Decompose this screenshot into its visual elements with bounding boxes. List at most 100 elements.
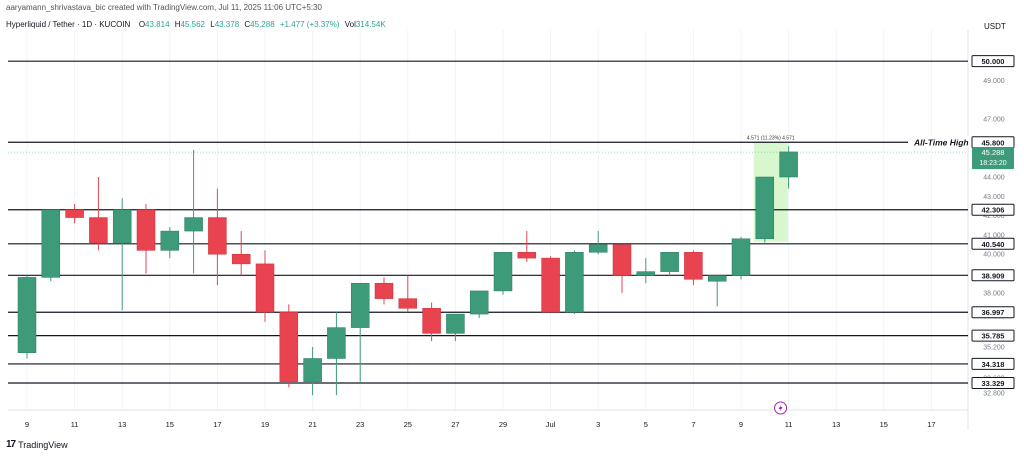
price-tick-label: 44.000: [983, 175, 1005, 182]
level-price-label: 35.785: [982, 332, 1005, 341]
candle[interactable]: [255, 250, 275, 322]
level-price-label: 34.318: [982, 360, 1005, 369]
candle-body: [279, 311, 299, 382]
high-value: 45.562: [180, 20, 205, 29]
time-tick-label: 17: [927, 420, 935, 429]
candle[interactable]: [422, 302, 441, 342]
level-price-tag: [971, 357, 1015, 370]
volume-label: Vol: [344, 20, 356, 29]
candle[interactable]: [398, 275, 418, 313]
time-tick-label: 3: [596, 420, 600, 429]
tradingview-logo-icon: 17: [6, 439, 16, 450]
candle-body: [350, 282, 370, 328]
level-price-tag: [971, 237, 1015, 250]
candle-body: [779, 151, 798, 178]
candle[interactable]: [350, 282, 370, 382]
level-price-tag: [971, 377, 1015, 390]
candle[interactable]: [89, 177, 108, 251]
candle-body: [160, 230, 180, 251]
price-tick-label: 47.000: [983, 117, 1005, 124]
price-tick-label: 32.800: [983, 391, 1005, 398]
candle[interactable]: [565, 250, 584, 315]
candle[interactable]: [160, 227, 180, 259]
candle[interactable]: [517, 231, 537, 262]
time-axis[interactable]: 9 11 13 15 17 19 21 23 25 27 29 Jul 3 5 7 9 11 13 15 17: [25, 420, 936, 429]
candle[interactable]: [636, 258, 656, 284]
level-price-label: 50.000: [982, 57, 1005, 66]
time-tick-label: 23: [356, 420, 364, 429]
time-tick-label: 5: [644, 420, 648, 429]
candle[interactable]: [112, 198, 132, 311]
candle[interactable]: [446, 313, 465, 342]
candle-body: [636, 271, 656, 276]
level-price-tag: [971, 306, 1015, 319]
level-price-label: 36.997: [982, 308, 1005, 317]
candle[interactable]: [374, 277, 394, 305]
time-tick-label: 13: [832, 420, 840, 429]
candle-body: [231, 253, 251, 265]
candle[interactable]: [184, 149, 203, 274]
candle[interactable]: [231, 231, 251, 276]
level-price-tag: [971, 269, 1015, 282]
candle[interactable]: [731, 236, 751, 280]
candle[interactable]: [279, 304, 299, 388]
level-price-tag: [971, 55, 1015, 68]
candle-body: [41, 209, 61, 278]
volume-value: 314.54K: [355, 20, 386, 29]
level-lines: All-Time High: [8, 60, 970, 384]
open-label: O: [138, 20, 146, 29]
level-price-tag: [971, 329, 1015, 342]
candle-body: [469, 290, 489, 315]
candle[interactable]: [541, 256, 560, 313]
candle[interactable]: [208, 188, 227, 286]
time-tick-label: 17: [213, 420, 221, 429]
ath-text-bg: [908, 136, 970, 148]
time-tick-label: 19: [261, 420, 269, 429]
candle-body: [446, 313, 465, 334]
candle[interactable]: [707, 275, 727, 307]
candle[interactable]: [136, 204, 156, 274]
candle[interactable]: [660, 252, 679, 276]
candle-body: [398, 298, 418, 309]
candle[interactable]: [469, 290, 489, 318]
level-price-label: 42.306: [982, 206, 1005, 215]
candle[interactable]: [303, 346, 322, 396]
low-value: 43.378: [214, 20, 240, 29]
candle[interactable]: [779, 146, 798, 189]
countdown-label: 18:23:20: [979, 160, 1006, 167]
candle[interactable]: [493, 252, 513, 295]
open-value: 43.814: [145, 20, 170, 29]
time-tick-label: 15: [880, 420, 888, 429]
current-price-label: 45.288: [982, 148, 1005, 157]
level-price-label: 40.540: [982, 240, 1005, 249]
symbol-name[interactable]: Hyperliquid / Tether · 1D · KUCOIN: [6, 20, 131, 29]
price-tick-label: 38.000: [983, 290, 1005, 297]
candle-body: [612, 244, 632, 276]
price-axis[interactable]: 32.80033.60035.20036.80038.00039.00040.0…: [971, 55, 1015, 398]
close-label: C: [244, 20, 251, 29]
candle-body: [89, 217, 108, 243]
event-marker[interactable]: [774, 401, 788, 415]
time-tick-label: 11: [785, 420, 793, 429]
candle[interactable]: [612, 244, 632, 293]
symbol-info-bar: Hyperliquid / Tether · 1D · KUCOIN O43.8…: [6, 20, 389, 29]
level-price-label: 45.800: [982, 138, 1005, 147]
lightning-glyph: [778, 404, 783, 412]
candle[interactable]: [327, 312, 346, 396]
time-tick-label: 7: [691, 420, 695, 429]
candle[interactable]: [41, 209, 61, 282]
candle[interactable]: [684, 250, 703, 286]
candle-body: [517, 252, 537, 259]
tradingview-logo-text: TradingView: [18, 439, 68, 450]
candle[interactable]: [17, 275, 37, 359]
candle[interactable]: [65, 204, 84, 224]
candle[interactable]: [588, 231, 608, 255]
candle-body: [374, 282, 394, 299]
time-tick-label: 13: [118, 420, 126, 429]
candle[interactable]: [755, 176, 775, 243]
time-tick-label: 9: [739, 420, 743, 429]
candle-body: [755, 176, 775, 240]
currency-label[interactable]: USDT: [984, 22, 1006, 31]
price-tick-label: 40.000: [983, 252, 1005, 259]
